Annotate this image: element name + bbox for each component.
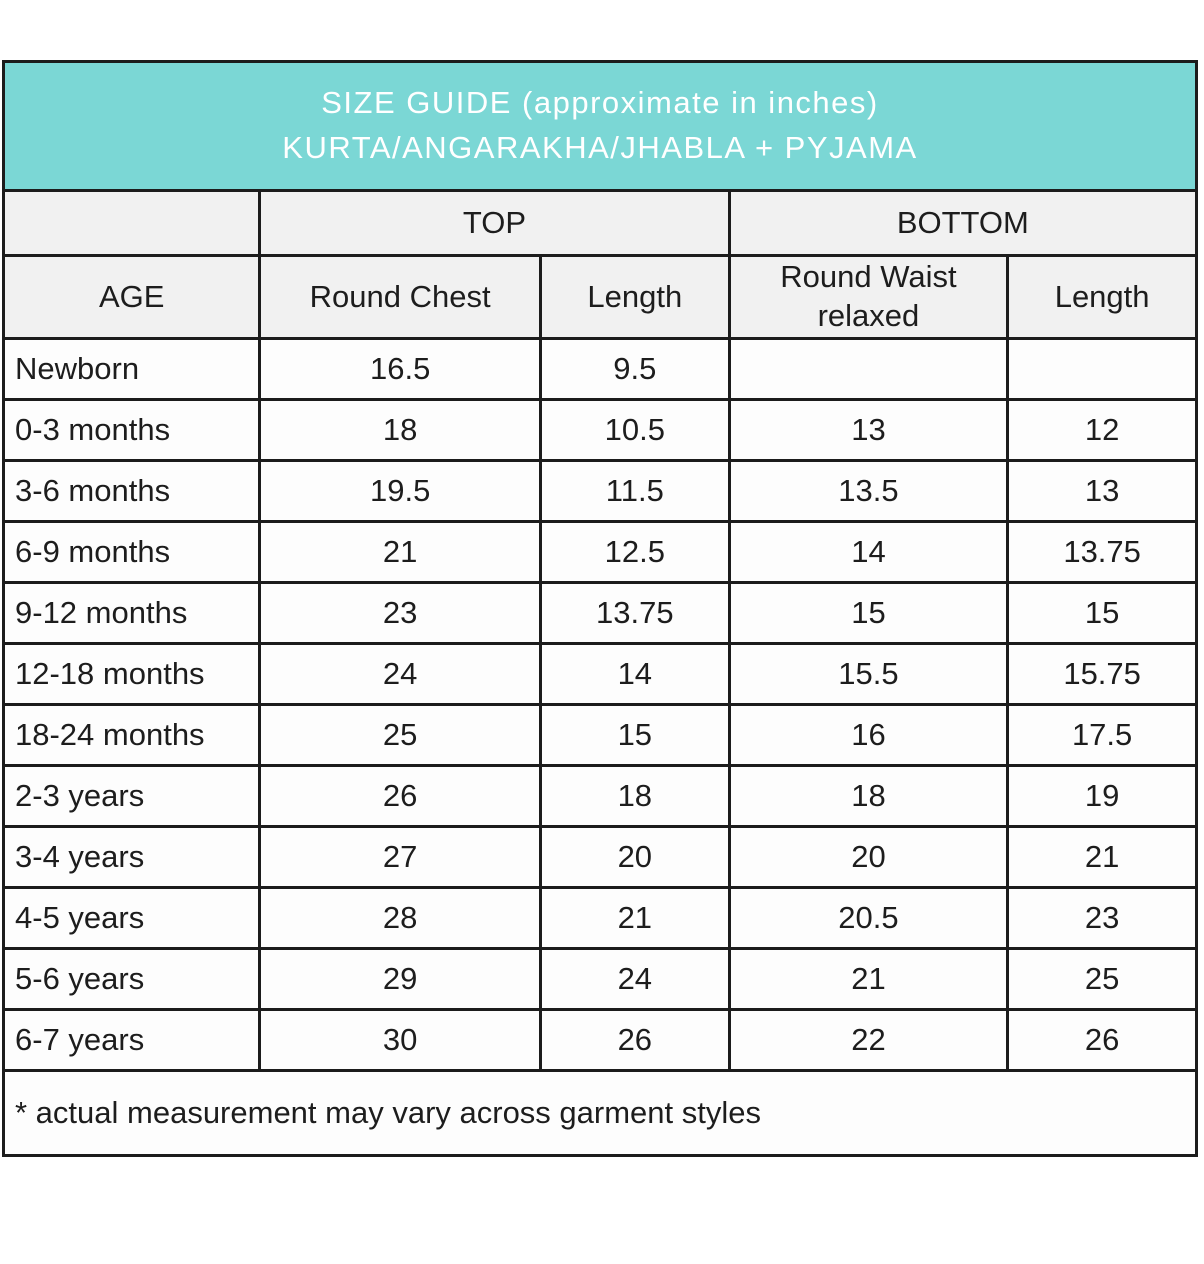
top-length-cell: 13.75 [538, 581, 731, 645]
bottom-length-cell: 15 [1006, 581, 1198, 645]
bottom-length-cell: 26 [1006, 1008, 1198, 1072]
round-chest-cell: 19.5 [258, 459, 542, 523]
round-waist-cell: 13 [727, 398, 1010, 462]
column-header-age: AGE [1, 254, 262, 340]
top-length-cell: 11.5 [538, 459, 731, 523]
top-length-cell: 26 [538, 1008, 731, 1072]
table-row: 6-7 years 30 26 22 26 [1, 1008, 1198, 1072]
round-waist-cell: 21 [727, 947, 1010, 1011]
footnote: * actual measurement may vary across gar… [2, 1069, 1198, 1157]
size-guide-banner: SIZE GUIDE (approximate in inches) KURTA… [2, 60, 1198, 192]
top-length-cell: 10.5 [538, 398, 731, 462]
age-cell: 3-6 months [1, 459, 262, 523]
column-header-round-waist: Round Waist relaxed [727, 254, 1010, 340]
round-chest-cell: 23 [258, 581, 542, 645]
round-waist-cell: 13.5 [727, 459, 1010, 523]
table-row: 0-3 months 18 10.5 13 12 [1, 398, 1198, 462]
age-cell: Newborn [1, 337, 262, 401]
age-cell: 2-3 years [1, 764, 262, 828]
bottom-length-cell: 21 [1006, 825, 1198, 889]
bottom-length-cell: 13.75 [1006, 520, 1198, 584]
bottom-length-cell: 17.5 [1006, 703, 1198, 767]
table-row: 3-4 years 27 20 20 21 [1, 825, 1198, 889]
table-row: Newborn 16.5 9.5 [1, 337, 1198, 401]
title-row: SIZE GUIDE (approximate in inches) KURTA… [2, 60, 1198, 192]
top-length-cell: 18 [538, 764, 731, 828]
group-header-row: TOP BOTTOM [1, 189, 1199, 257]
round-chest-cell: 25 [258, 703, 542, 767]
age-cell: 18-24 months [1, 703, 262, 767]
round-waist-cell: 18 [727, 764, 1010, 828]
round-waist-cell: 20 [727, 825, 1010, 889]
footnote-row: * actual measurement may vary across gar… [2, 1069, 1198, 1157]
round-waist-cell: 20.5 [727, 886, 1010, 950]
round-waist-cell: 16 [727, 703, 1010, 767]
age-cell: 6-7 years [1, 1008, 262, 1072]
bottom-length-cell: 15.75 [1006, 642, 1198, 706]
round-chest-cell: 30 [258, 1008, 542, 1072]
age-cell: 6-9 months [1, 520, 262, 584]
age-cell: 9-12 months [1, 581, 262, 645]
column-header-row: AGE Round Chest Length Round Waist relax… [1, 254, 1198, 340]
table-row: 2-3 years 26 18 18 19 [1, 764, 1198, 828]
size-guide-table: SIZE GUIDE (approximate in inches) KURTA… [1, 60, 1199, 1157]
table-row: 5-6 years 29 24 21 25 [1, 947, 1198, 1011]
table-row: 12-18 months 24 14 15.5 15.75 [1, 642, 1198, 706]
bottom-length-cell: 12 [1006, 398, 1198, 462]
table-row: 9-12 months 23 13.75 15 15 [1, 581, 1198, 645]
top-length-cell: 24 [538, 947, 731, 1011]
table-row: 4-5 years 28 21 20.5 23 [1, 886, 1198, 950]
round-chest-cell: 29 [258, 947, 542, 1011]
bottom-length-cell: 23 [1006, 886, 1198, 950]
group-header-top: TOP [258, 189, 731, 257]
round-chest-cell: 18 [258, 398, 542, 462]
age-cell: 12-18 months [1, 642, 262, 706]
bottom-length-cell [1006, 337, 1198, 401]
age-cell: 5-6 years [1, 947, 262, 1011]
bottom-length-cell: 25 [1006, 947, 1198, 1011]
round-chest-cell: 28 [258, 886, 542, 950]
top-length-cell: 21 [538, 886, 731, 950]
round-waist-cell: 15.5 [727, 642, 1010, 706]
round-waist-cell: 14 [727, 520, 1010, 584]
column-header-bottom-length: Length [1006, 254, 1198, 340]
banner-title-line1: SIZE GUIDE (approximate in inches) [321, 85, 879, 121]
round-chest-cell: 24 [258, 642, 542, 706]
top-length-cell: 9.5 [538, 337, 731, 401]
age-cell: 3-4 years [1, 825, 262, 889]
column-header-top-length: Length [538, 254, 731, 340]
group-header-age-spacer [1, 189, 262, 257]
banner-title-line2: KURTA/ANGARAKHA/JHABLA + PYJAMA [282, 130, 918, 165]
round-chest-cell: 27 [258, 825, 542, 889]
round-chest-cell: 21 [258, 520, 542, 584]
table-row: 3-6 months 19.5 11.5 13.5 13 [1, 459, 1198, 523]
round-waist-cell [727, 337, 1010, 401]
top-length-cell: 20 [538, 825, 731, 889]
round-chest-cell: 26 [258, 764, 542, 828]
top-length-cell: 14 [538, 642, 731, 706]
table-row: 6-9 months 21 12.5 14 13.75 [1, 520, 1198, 584]
top-length-cell: 15 [538, 703, 731, 767]
top-length-cell: 12.5 [538, 520, 731, 584]
round-chest-cell: 16.5 [258, 337, 542, 401]
age-cell: 0-3 months [1, 398, 262, 462]
age-cell: 4-5 years [1, 886, 262, 950]
group-header-bottom: BOTTOM [727, 189, 1199, 257]
round-waist-cell: 22 [727, 1008, 1010, 1072]
column-header-round-chest: Round Chest [258, 254, 542, 340]
round-waist-cell: 15 [727, 581, 1010, 645]
bottom-length-cell: 19 [1006, 764, 1198, 828]
bottom-length-cell: 13 [1006, 459, 1198, 523]
table-row: 18-24 months 25 15 16 17.5 [1, 703, 1198, 767]
